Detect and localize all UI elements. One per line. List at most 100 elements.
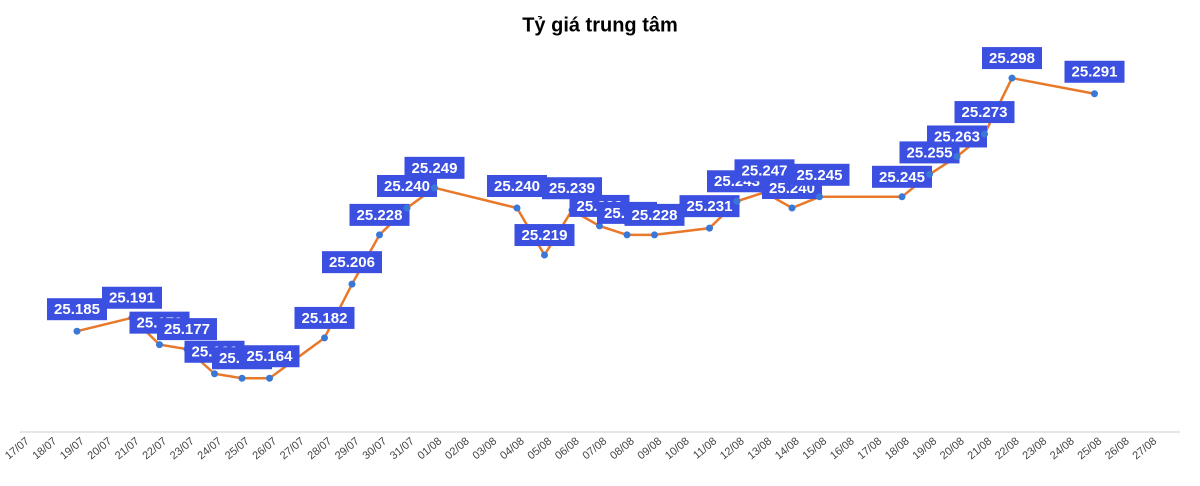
label-box (294, 306, 355, 329)
x-tick-label: 08/08 (608, 435, 637, 462)
point (733, 197, 741, 205)
x-tick-label: 16/08 (828, 435, 857, 462)
x-tick-label: 02/08 (443, 435, 472, 462)
value-label: 25.273 (962, 104, 1008, 121)
value-label: 25.240 (494, 178, 540, 195)
point (1008, 74, 1016, 82)
value-label: 25.291 (1072, 64, 1118, 81)
label-box (349, 203, 410, 226)
label-box (322, 251, 382, 274)
x-tick-label: 22/08 (993, 435, 1022, 462)
x-tick-label: 24/08 (1048, 435, 1077, 462)
value-label: 25.245 (879, 169, 925, 186)
value-label: 25.249 (412, 160, 458, 177)
x-tick-label: 29/07 (333, 435, 362, 462)
label-box (404, 156, 465, 179)
x-tick-label: 19/07 (58, 435, 87, 462)
point (431, 184, 438, 192)
x-tick-label: 06/08 (553, 435, 582, 462)
x-tick-label: 12/08 (718, 435, 747, 462)
value-label: 25.239 (549, 180, 595, 197)
label-box (679, 195, 740, 218)
chart-title: Tỷ giá trung tâm (522, 14, 678, 36)
point (788, 204, 796, 212)
point (541, 251, 548, 259)
x-tick-label: 18/07 (30, 435, 59, 462)
x-tick-label: 30/07 (360, 435, 389, 462)
value-label: 25.164 (247, 348, 294, 365)
value-label: 25.255 (907, 144, 953, 161)
point (403, 204, 411, 212)
value-label: 25.247 (742, 162, 788, 179)
x-tick-label: 11/08 (691, 435, 719, 461)
line (76, 76, 1095, 380)
label-box (377, 175, 437, 197)
x-tick-label: 14/08 (773, 435, 802, 462)
label-box (239, 345, 300, 368)
point (596, 222, 603, 230)
point (376, 231, 383, 239)
x-tick-label: 17/08 (855, 435, 884, 462)
point (156, 341, 163, 349)
value-label: 25.228 (357, 207, 403, 224)
value-label: 25.206 (329, 254, 375, 271)
x-tick-label: 25/07 (223, 435, 252, 462)
value-label: 25.185 (54, 301, 100, 318)
x-tick-label: 09/08 (635, 435, 664, 462)
value-label: 25.191 (109, 290, 155, 307)
x-tick-label: 20/07 (85, 435, 114, 462)
point (926, 170, 933, 178)
point (238, 374, 246, 382)
x-tick-label: 27/08 (1130, 435, 1159, 462)
point (816, 193, 823, 201)
point (348, 280, 356, 288)
label-box (789, 163, 850, 186)
label-box (157, 318, 217, 341)
point (898, 193, 906, 201)
x-tick-label: 22/07 (140, 435, 169, 462)
x-tick-label: 01/08 (415, 435, 444, 462)
x-tick-label: 28/07 (305, 435, 334, 462)
value-label: 25.245 (797, 167, 843, 184)
label-box (102, 286, 162, 309)
point (623, 231, 631, 239)
point (73, 327, 81, 335)
x-tick-label: 27/07 (278, 435, 307, 462)
x-tick-label: 15/08 (800, 435, 829, 462)
x-tick-label: 25/08 (1075, 435, 1104, 462)
x-tick-label: 18/08 (883, 435, 912, 462)
point (266, 374, 273, 382)
x-tick-label: 17/07 (3, 435, 32, 462)
x-tick-label: 31/07 (388, 435, 417, 462)
label-box (542, 177, 602, 200)
label-box (982, 47, 1042, 70)
x-tick-label: 05/08 (525, 435, 554, 462)
point (1091, 90, 1098, 98)
label-box (734, 159, 795, 182)
value-label: 25.263 (934, 128, 980, 145)
label-box (927, 125, 987, 148)
x-tick-label: 24/07 (195, 435, 224, 462)
label-box (47, 298, 107, 321)
x-tick-label: 21/07 (113, 435, 142, 462)
x-tick-label: 13/08 (745, 435, 774, 462)
label-box (1064, 60, 1125, 83)
point (513, 204, 521, 212)
x-tick-label: 26/07 (250, 435, 279, 462)
x-tick-label: 21/08 (965, 435, 994, 462)
value-label: 25.298 (989, 50, 1035, 67)
value-label: 25.182 (302, 310, 348, 327)
value-label: 25.228 (632, 207, 678, 224)
x-tick-label: 19/08 (910, 435, 939, 462)
point (953, 152, 961, 160)
value-label: 25.219 (522, 227, 568, 244)
label-box (954, 101, 1015, 124)
value-label: 25.231 (687, 198, 733, 215)
label-box (872, 165, 932, 188)
point (981, 130, 988, 138)
point (651, 231, 658, 239)
x-tick-label: 20/08 (938, 435, 967, 462)
x-tick-label: 04/08 (498, 435, 527, 462)
x-tick-label: 23/07 (168, 435, 197, 462)
